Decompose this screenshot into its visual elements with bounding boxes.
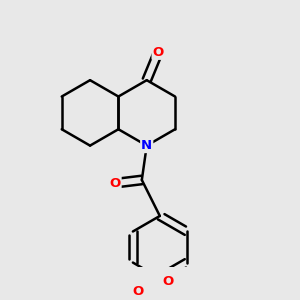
Text: O: O xyxy=(162,275,174,288)
Text: N: N xyxy=(141,139,152,152)
Text: O: O xyxy=(110,177,121,190)
Text: O: O xyxy=(132,285,143,298)
Text: O: O xyxy=(153,46,164,59)
